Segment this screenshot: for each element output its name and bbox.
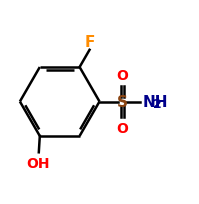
Text: O: O (116, 69, 128, 82)
Text: OH: OH (26, 156, 50, 170)
Text: NH: NH (142, 94, 168, 110)
Text: S: S (117, 94, 128, 110)
Text: 2: 2 (153, 98, 162, 111)
Text: O: O (116, 122, 128, 135)
Text: F: F (84, 35, 95, 50)
